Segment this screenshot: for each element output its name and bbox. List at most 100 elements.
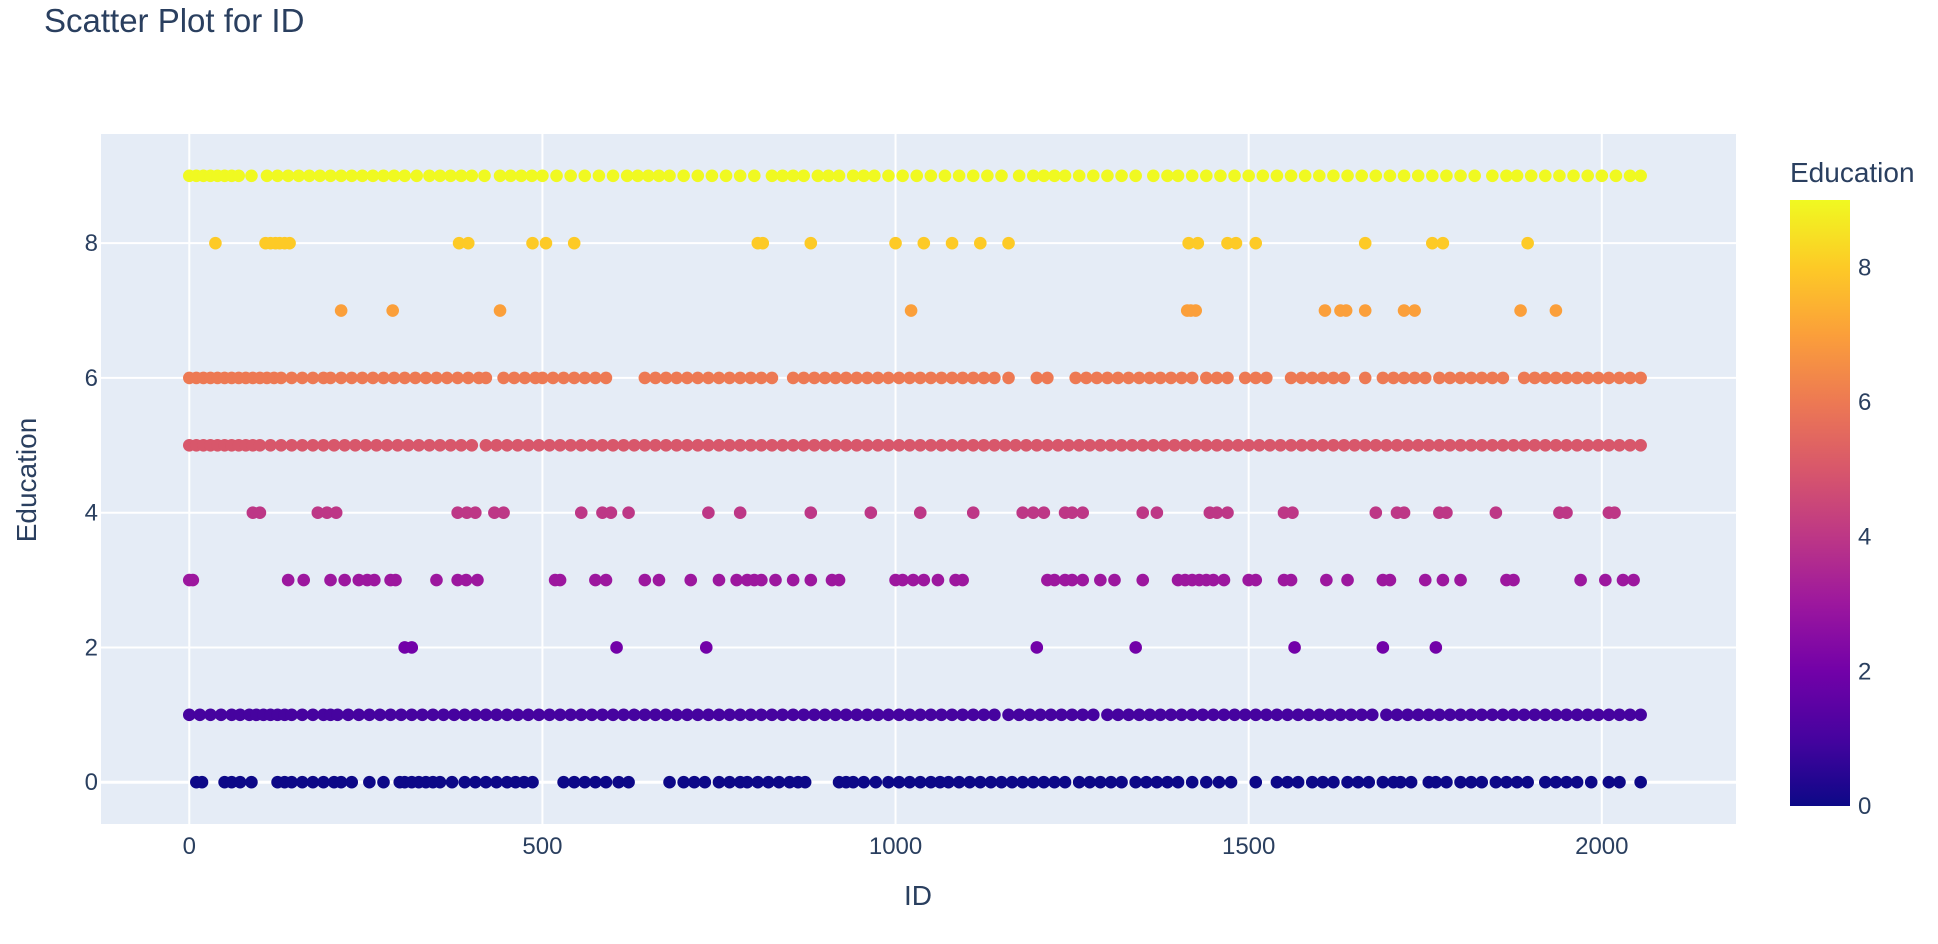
scatter-point bbox=[1507, 573, 1520, 587]
scatter-point bbox=[1115, 775, 1128, 789]
scatter-point bbox=[444, 169, 457, 183]
scatter-point bbox=[1041, 371, 1054, 385]
scatter-point bbox=[797, 708, 811, 722]
scatter-point bbox=[1065, 573, 1079, 587]
scatter-point bbox=[1613, 775, 1626, 789]
scatter-point bbox=[1065, 708, 1079, 722]
scatter-point bbox=[705, 169, 719, 183]
scatter-point bbox=[868, 169, 881, 183]
scatter-point bbox=[1221, 506, 1234, 519]
scatter-point bbox=[1454, 573, 1467, 587]
scatter-point bbox=[214, 708, 228, 722]
scatter-point bbox=[1433, 371, 1446, 385]
scatter-point bbox=[1212, 775, 1226, 789]
scatter-point bbox=[1094, 775, 1107, 789]
colorbar-tick-label: 6 bbox=[1858, 389, 1871, 416]
scatter-point bbox=[871, 439, 885, 452]
scatter-point bbox=[829, 708, 842, 722]
scatter-point bbox=[1358, 304, 1372, 317]
scatter-point bbox=[966, 506, 980, 519]
scatter-point bbox=[539, 236, 553, 250]
y-tick-label: 4 bbox=[85, 500, 98, 527]
scatter-point bbox=[324, 169, 337, 183]
scatter-point bbox=[691, 708, 705, 722]
scatter-point bbox=[712, 708, 726, 722]
scatter-point bbox=[1058, 775, 1072, 789]
scatter-point bbox=[327, 439, 341, 452]
scatter-point bbox=[1581, 169, 1594, 183]
scatter-point bbox=[380, 439, 394, 452]
scatter-point bbox=[765, 439, 779, 452]
scatter-point bbox=[1426, 236, 1439, 250]
data-points bbox=[182, 169, 1647, 789]
scatter-point bbox=[1129, 641, 1142, 654]
scatter-point bbox=[1305, 775, 1319, 789]
scatter-point bbox=[1229, 236, 1243, 250]
scatter-point bbox=[1560, 506, 1573, 519]
scatter-point bbox=[1023, 708, 1037, 722]
scatter-point bbox=[988, 708, 1001, 722]
scatter-point bbox=[917, 236, 931, 250]
scatter-point bbox=[744, 371, 758, 385]
scatter-point bbox=[832, 573, 846, 587]
scatter-point bbox=[592, 169, 606, 183]
scatter-point bbox=[1284, 371, 1298, 385]
scatter-point bbox=[924, 775, 938, 789]
scatter-point bbox=[931, 573, 945, 587]
scatter-point bbox=[1528, 708, 1542, 722]
scatter-point bbox=[1599, 573, 1612, 587]
scatter-point bbox=[772, 775, 786, 789]
scatter-point bbox=[963, 775, 977, 789]
scatter-point bbox=[850, 371, 864, 385]
colorbar-tick-label: 8 bbox=[1858, 254, 1871, 281]
scatter-point bbox=[1150, 775, 1164, 789]
scatter-point bbox=[896, 573, 909, 587]
scatter-point bbox=[352, 708, 366, 722]
scatter-point bbox=[945, 236, 959, 250]
scatter-point bbox=[691, 439, 705, 452]
scatter-point bbox=[945, 439, 959, 452]
scatter-point bbox=[677, 169, 690, 183]
scatter-point bbox=[723, 439, 736, 452]
scatter-point bbox=[585, 708, 599, 722]
scatter-point bbox=[557, 371, 570, 385]
scatter-point bbox=[306, 439, 320, 452]
scatter-point bbox=[1507, 439, 1520, 452]
scatter-point bbox=[366, 169, 380, 183]
scatter-point bbox=[1411, 439, 1425, 452]
scatter-point bbox=[1390, 708, 1404, 722]
scatter-point bbox=[1426, 169, 1439, 183]
scatter-point bbox=[377, 169, 390, 183]
scatter-point bbox=[334, 304, 348, 317]
scatter-point bbox=[1454, 439, 1467, 452]
scatter-point bbox=[850, 439, 864, 452]
scatter-point bbox=[1475, 439, 1489, 452]
scatter-point bbox=[1101, 708, 1114, 722]
scatter-point bbox=[430, 573, 443, 587]
scatter-point bbox=[904, 304, 918, 317]
scatter-point bbox=[1584, 775, 1598, 789]
scatter-point bbox=[818, 439, 832, 452]
scatter-point bbox=[1210, 439, 1224, 452]
scatter-point bbox=[680, 708, 694, 722]
scatter-point bbox=[755, 371, 768, 385]
scatter-point bbox=[797, 439, 811, 452]
scatter-point bbox=[320, 506, 334, 519]
scatter-point bbox=[776, 169, 789, 183]
scatter-point bbox=[1217, 573, 1231, 587]
axis-ticks: 0 500 1000 1500 2000 0 2 4 6 8 bbox=[85, 230, 1629, 860]
scatter-point bbox=[956, 708, 969, 722]
scatter-point bbox=[447, 708, 461, 722]
scatter-point bbox=[1486, 708, 1499, 722]
scatter-point bbox=[553, 708, 567, 722]
scatter-point bbox=[638, 439, 652, 452]
scatter-point bbox=[1422, 439, 1436, 452]
scatter-point bbox=[913, 371, 927, 385]
scatter-point bbox=[1161, 169, 1174, 183]
colorbar-ticks: 0 2 4 6 8 bbox=[1858, 254, 1871, 820]
scatter-point bbox=[617, 708, 630, 722]
scatter-point bbox=[488, 506, 501, 519]
scatter-point bbox=[334, 371, 348, 385]
scatter-point bbox=[465, 169, 479, 183]
scatter-point bbox=[1101, 371, 1114, 385]
